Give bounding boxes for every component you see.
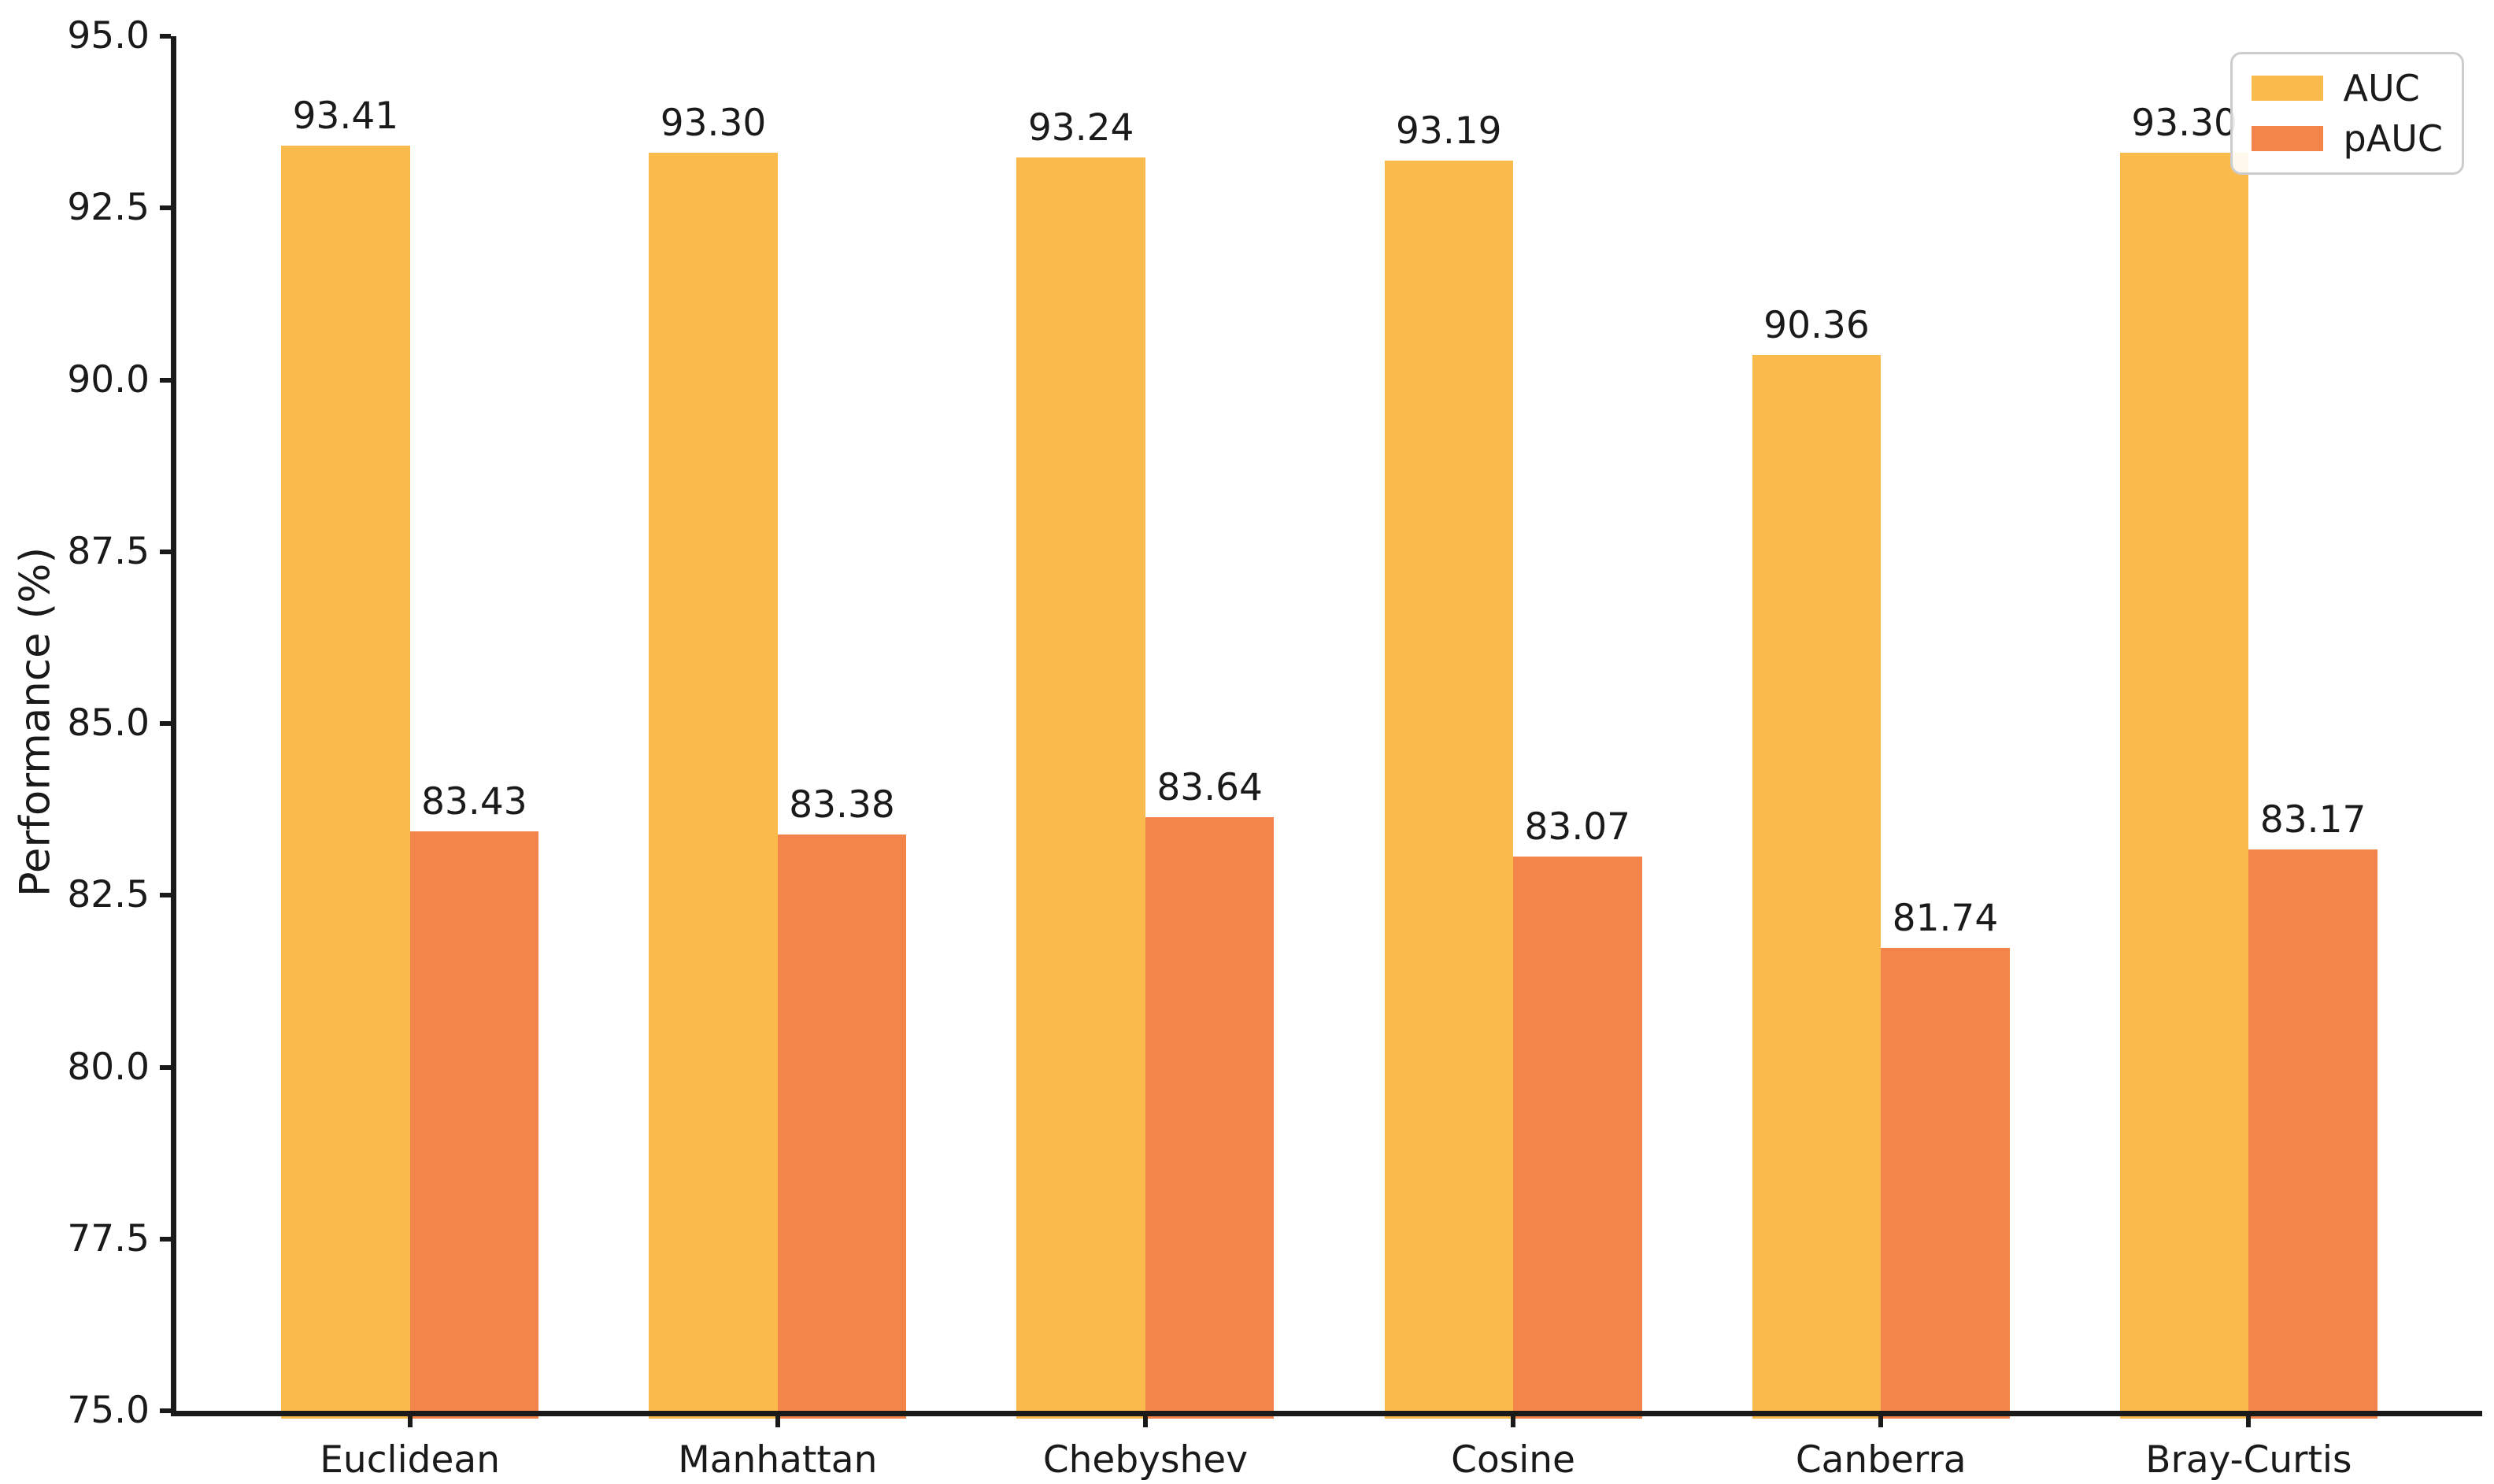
bar-pauc-chebyshev: [1145, 816, 1275, 1419]
bar-value-auc-chebyshev: 93.24: [1027, 105, 1134, 150]
x-tick-mark: [2246, 1416, 2252, 1427]
y-tick-mark: [160, 721, 171, 726]
y-tick-label: 80.0: [67, 1045, 150, 1089]
bar-value-auc-bray-curtis: 93.30: [2131, 102, 2237, 146]
bar-pauc-canberra: [1881, 947, 2010, 1419]
bar-auc-cosine: [1384, 161, 1514, 1419]
y-tick-mark: [160, 1064, 171, 1070]
legend: AUC pAUC: [2229, 52, 2464, 175]
x-tick-mark: [775, 1416, 780, 1427]
x-tick-label-bray-curtis: Bray-Curtis: [2145, 1438, 2352, 1482]
y-tick-mark: [160, 205, 171, 211]
y-tick-mark: [160, 1236, 171, 1242]
bar-value-auc-cosine: 93.19: [1396, 109, 1502, 154]
bar-value-auc-euclidean: 93.41: [292, 94, 399, 138]
y-tick-mark: [160, 377, 171, 383]
bar-value-pauc-canberra: 81.74: [1892, 896, 1999, 940]
bar-pauc-euclidean: [409, 831, 539, 1419]
legend-item-auc: AUC: [2251, 67, 2443, 109]
x-tick-label-canberra: Canberra: [1795, 1438, 1967, 1482]
bar-pauc-bray-curtis: [2248, 849, 2377, 1419]
bar-pauc-manhattan: [777, 835, 907, 1419]
y-tick-label: 85.0: [67, 701, 150, 745]
y-axis-title: Performance (%): [11, 546, 60, 897]
x-tick-mark: [1511, 1416, 1516, 1427]
x-tick-mark: [1142, 1416, 1148, 1427]
y-tick-mark: [160, 34, 171, 39]
bar-auc-bray-curtis: [2119, 153, 2249, 1419]
x-tick-label-euclidean: Euclidean: [320, 1438, 501, 1482]
legend-item-pauc: pAUC: [2251, 117, 2443, 160]
bar-value-pauc-bray-curtis: 83.17: [2259, 798, 2366, 842]
plot-area: 75.0 77.5 80.0 82.5 85.0 87.5 90.0 92.5 95.0 Eucl…: [67, 15, 2482, 1482]
bar-value-pauc-manhattan: 83.38: [789, 783, 895, 827]
x-tick-mark: [1878, 1416, 1884, 1427]
y-tick-label: 87.5: [67, 529, 150, 573]
y-tick-label: 77.5: [67, 1216, 150, 1260]
y-tick-mark: [160, 1408, 171, 1413]
legend-label-pauc: pAUC: [2343, 117, 2443, 160]
legend-label-auc: AUC: [2343, 67, 2420, 109]
x-axis-spine: [171, 1411, 2482, 1416]
y-tick-label: 75.0: [67, 1389, 150, 1432]
legend-swatch-pauc: [2251, 126, 2323, 151]
y-tick-label: 95.0: [67, 14, 150, 57]
bar-value-auc-canberra: 90.36: [1763, 304, 1870, 348]
bar-value-auc-manhattan: 93.30: [660, 102, 767, 146]
legend-swatch-auc: [2251, 76, 2323, 101]
y-axis-spine: [171, 36, 176, 1416]
bar-value-pauc-cosine: 83.07: [1524, 805, 1631, 849]
y-tick-label: 82.5: [67, 873, 150, 917]
bar-auc-chebyshev: [1016, 157, 1145, 1419]
x-tick-label-chebyshev: Chebyshev: [1042, 1438, 1249, 1482]
bar-value-pauc-chebyshev: 83.64: [1156, 765, 1263, 809]
x-tick-label-manhattan: Manhattan: [678, 1438, 878, 1482]
y-tick-label: 90.0: [67, 357, 150, 402]
y-tick-mark: [160, 549, 171, 554]
bar-auc-euclidean: [281, 145, 410, 1419]
x-tick-label-cosine: Cosine: [1451, 1438, 1575, 1482]
x-tick-mark: [407, 1416, 413, 1427]
bar-value-pauc-euclidean: 83.43: [421, 780, 527, 824]
y-tick-label: 92.5: [67, 186, 150, 230]
y-tick-mark: [160, 893, 171, 898]
bar-pauc-cosine: [1513, 856, 1642, 1419]
bar-auc-manhattan: [649, 153, 778, 1419]
bar-auc-canberra: [1752, 355, 1882, 1419]
